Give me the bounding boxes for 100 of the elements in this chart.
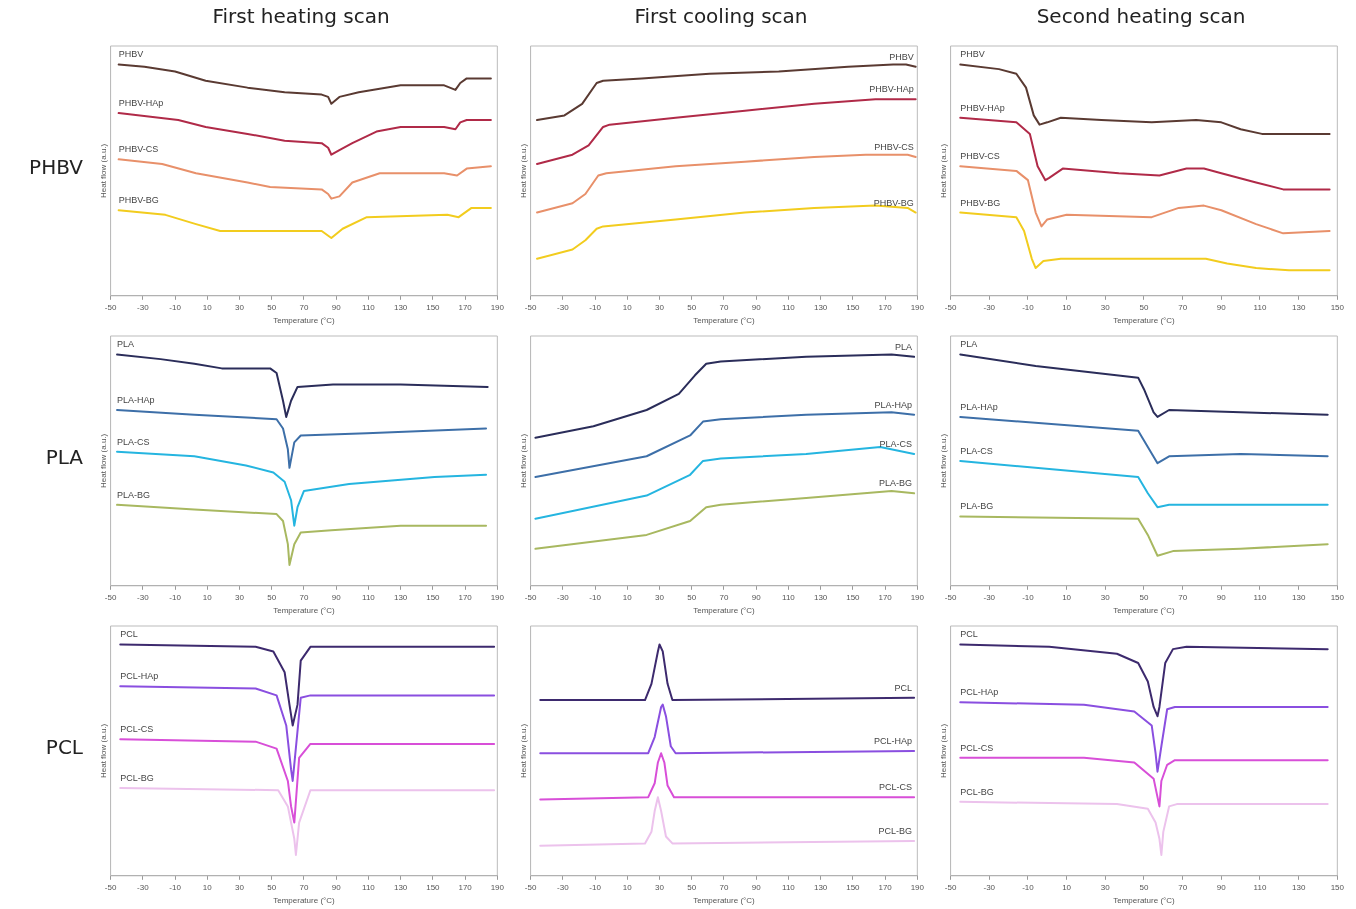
series-label: PLA-HAp: [117, 395, 155, 405]
x-tick-label: -50: [944, 882, 957, 892]
x-tick-label: 10: [622, 882, 633, 892]
x-tick-label: 10: [202, 592, 213, 602]
y-axis-title: Heat flow (a.u.): [519, 433, 528, 489]
x-tick-label: 90: [1216, 302, 1227, 312]
x-tick-label: 190: [490, 592, 505, 602]
series-label: PHBV-HAp: [960, 102, 1005, 113]
x-tick-label: 50: [267, 302, 277, 312]
x-tick-label: 150: [426, 302, 441, 312]
x-tick-label: 10: [202, 302, 213, 312]
series-label: PCL-BG: [878, 826, 913, 837]
series-label: PHBV-CS: [118, 144, 159, 155]
x-tick-label: 110: [362, 882, 376, 892]
x-tick-label: 150: [426, 592, 441, 602]
x-tick-label: -10: [589, 592, 602, 602]
x-tick-label: 70: [1178, 302, 1188, 312]
series-label: PLA-BG: [117, 489, 151, 500]
x-tick-label: 150: [846, 302, 861, 312]
x-tick-label: 190: [910, 882, 925, 892]
y-axis-title: Heat flow (a.u.): [519, 723, 528, 779]
x-tick-label: 110: [782, 592, 796, 602]
series-label: PHBV: [889, 51, 914, 62]
x-tick-label: 130: [393, 302, 408, 312]
y-axis-title: Heat flow (a.u.): [939, 433, 948, 489]
x-tick-label: 170: [878, 302, 893, 312]
x-tick-label: 110: [362, 302, 376, 312]
series-label: PCL-HAp: [960, 687, 999, 698]
x-tick-label: -30: [983, 882, 996, 892]
series-label: PLA-BG: [879, 478, 913, 489]
x-tick-label: 110: [1253, 592, 1267, 602]
series-label: PLA-HAp: [874, 399, 913, 410]
chart-title: First cooling scan: [633, 4, 809, 28]
x-tick-label: 70: [299, 882, 309, 892]
x-tick-label: 50: [267, 882, 277, 892]
x-axis-title: Temperature (°C): [273, 606, 336, 616]
x-tick-label: 170: [458, 882, 473, 892]
x-tick-label: 110: [1253, 302, 1267, 312]
x-tick-label: 190: [910, 592, 925, 602]
x-axis-title: Temperature (°C): [273, 896, 336, 906]
x-tick-label: -50: [104, 302, 117, 312]
x-tick-label: -50: [524, 302, 537, 312]
x-axis-title: Temperature (°C): [273, 316, 336, 326]
y-axis-title: Heat flow (a.u.): [99, 143, 108, 199]
series-label: PHBV-CS: [960, 151, 1000, 162]
series-label: PCL: [894, 682, 913, 693]
x-tick-label: 50: [1139, 882, 1149, 892]
x-tick-label: 70: [299, 592, 309, 602]
series-label: PCL-CS: [879, 782, 913, 793]
series-label: PLA: [895, 341, 913, 352]
x-tick-label: 30: [655, 592, 665, 602]
x-tick-label: 150: [426, 882, 441, 892]
series-label: PLA-HAp: [960, 401, 998, 412]
x-tick-label: 130: [813, 302, 828, 312]
text: PHBV: [28, 154, 83, 179]
x-tick-label: -10: [1022, 592, 1035, 602]
series-label: PCL-BG: [120, 772, 154, 783]
x-tick-label: 50: [687, 302, 697, 312]
x-tick-label: 30: [235, 882, 245, 892]
x-tick-label: 30: [655, 302, 665, 312]
series-label: PCL: [120, 629, 138, 640]
x-tick-label: -50: [944, 302, 957, 312]
series-label: PHBV-BG: [118, 195, 159, 206]
y-axis-title: Heat flow (a.u.): [519, 143, 528, 199]
x-tick-label: 170: [458, 302, 473, 312]
x-tick-label: 10: [1062, 592, 1072, 602]
x-tick-label: 70: [719, 302, 729, 312]
x-tick-label: 150: [1330, 592, 1345, 602]
series-label: PCL-CS: [120, 724, 154, 735]
x-tick-label: 30: [1100, 302, 1111, 312]
x-tick-label: 10: [1062, 882, 1072, 892]
x-tick-label: -30: [983, 592, 996, 602]
x-tick-label: 50: [687, 882, 697, 892]
chart-title: First heating scan: [211, 4, 391, 28]
y-axis-title: Heat flow (a.u.): [939, 723, 948, 779]
x-tick-label: 90: [331, 592, 342, 602]
x-tick-label: 150: [846, 882, 861, 892]
x-tick-label: 70: [719, 592, 729, 602]
x-tick-label: 130: [1291, 592, 1306, 602]
series-label: PCL: [960, 629, 978, 640]
x-tick-label: 30: [655, 882, 665, 892]
x-tick-label: 30: [1100, 882, 1111, 892]
x-tick-label: 70: [1178, 882, 1188, 892]
x-axis-title: Temperature (°C): [1113, 316, 1176, 326]
series-label: PLA: [117, 339, 135, 350]
series-label: PHBV-HAp: [118, 98, 164, 109]
x-tick-label: -50: [524, 882, 537, 892]
series-label: PHBV-CS: [874, 142, 914, 153]
x-tick-label: 30: [235, 302, 245, 312]
x-tick-label: -10: [169, 882, 182, 892]
x-tick-label: 190: [490, 302, 505, 312]
x-axis-title: Temperature (°C): [1113, 896, 1176, 906]
text: PCL: [44, 734, 83, 759]
x-tick-label: 130: [1291, 882, 1306, 892]
y-axis-title: Heat flow (a.u.): [99, 723, 108, 779]
x-tick-label: 170: [878, 882, 893, 892]
series-label: PCL-CS: [960, 742, 994, 753]
x-tick-label: 90: [751, 882, 762, 892]
x-axis-title: Temperature (°C): [693, 316, 756, 326]
x-tick-label: 90: [331, 882, 342, 892]
